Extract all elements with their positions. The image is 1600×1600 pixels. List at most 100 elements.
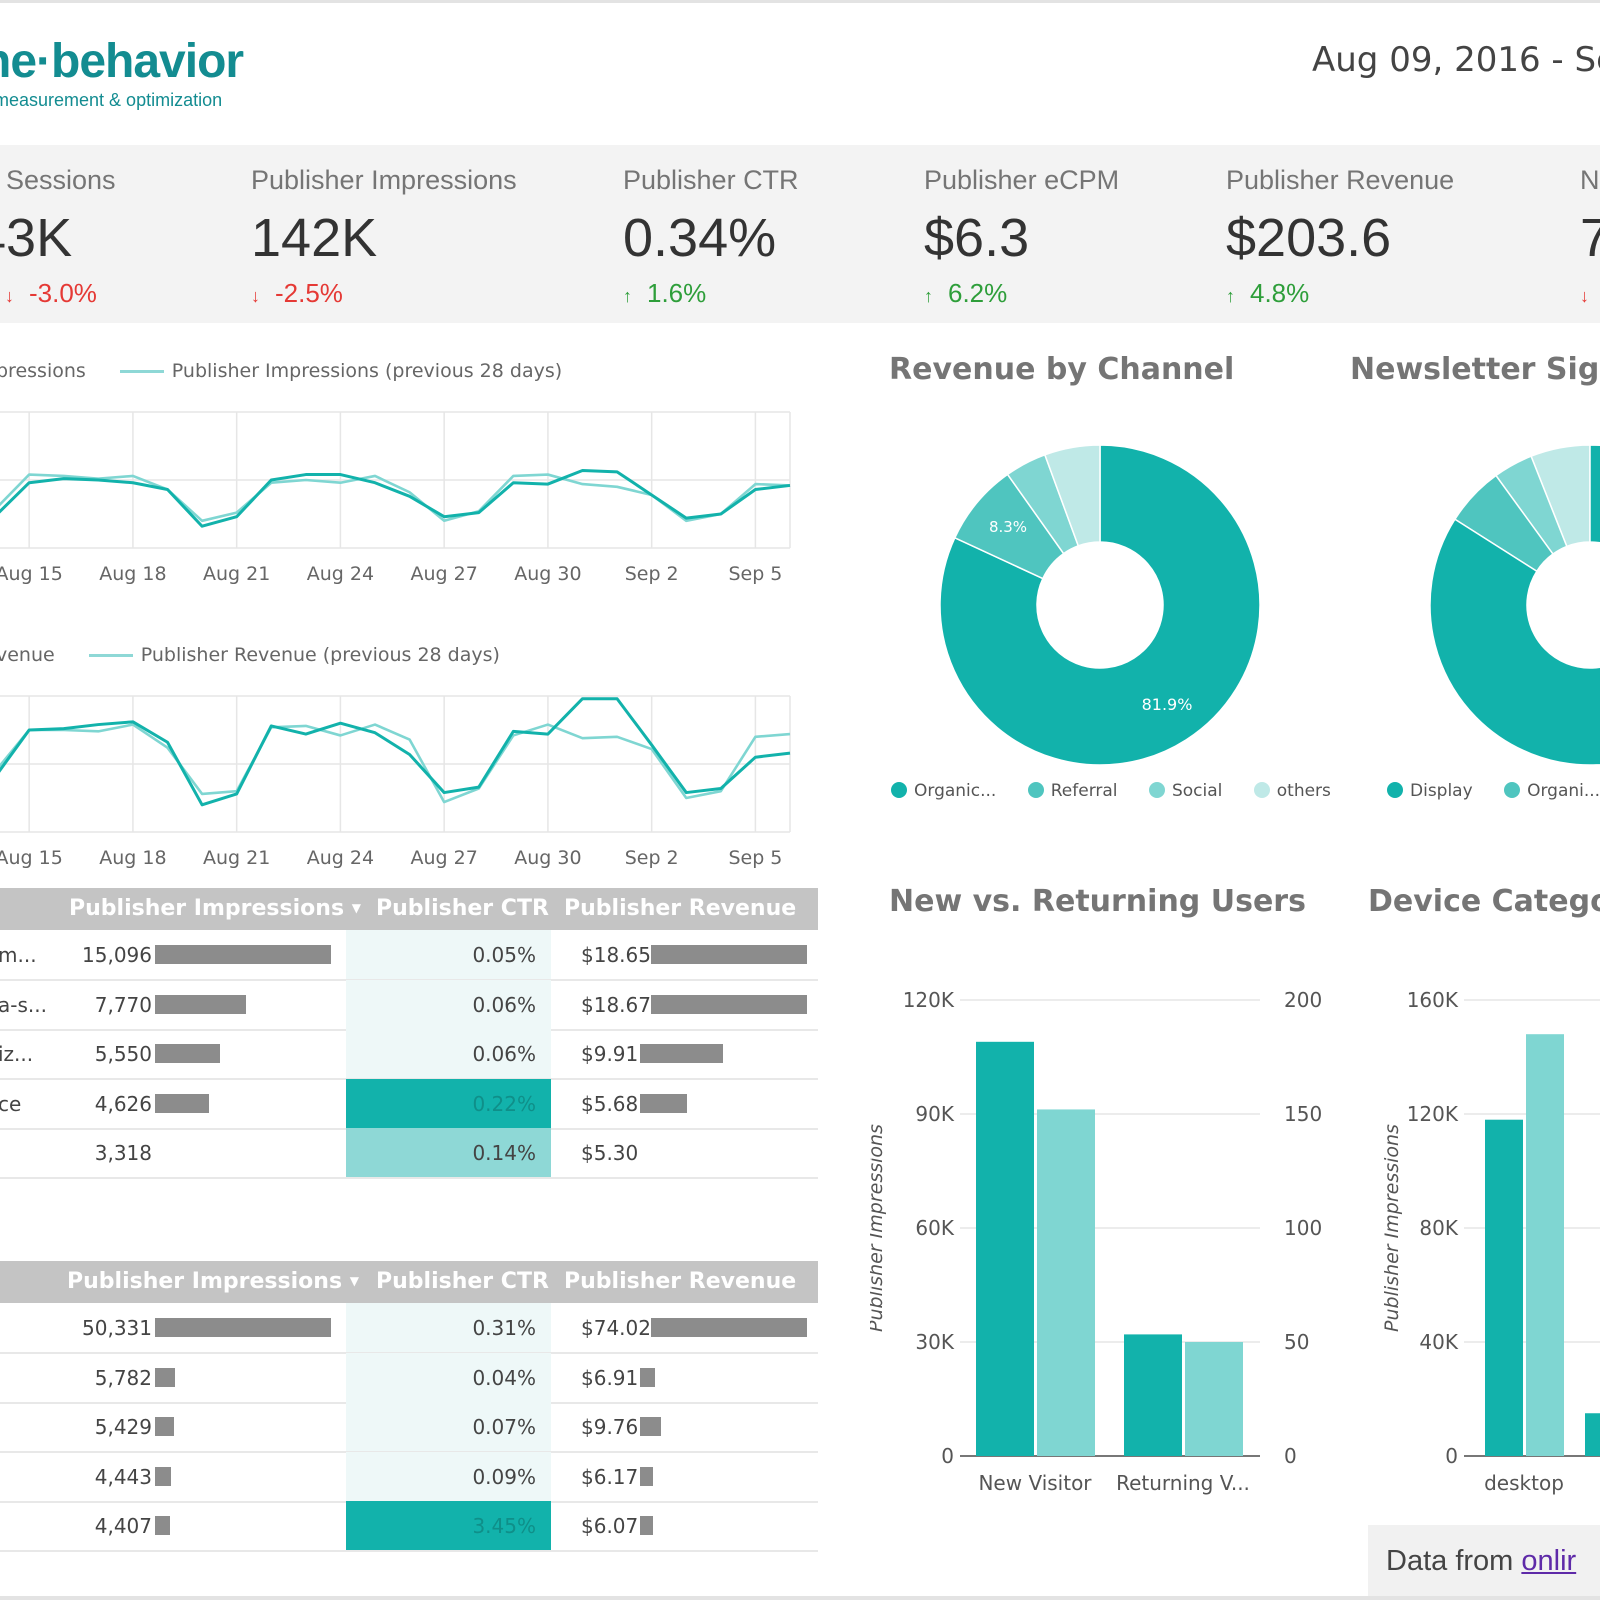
- column-header-impressions[interactable]: Publisher Impressions ▼: [67, 1269, 359, 1294]
- impressions-bar: [155, 945, 331, 964]
- impressions-bar: [155, 1367, 176, 1387]
- footer-text: Data from onlir: [1386, 1545, 1577, 1577]
- bar-primary[interactable]: [1585, 1413, 1600, 1456]
- donut-slice[interactable]: [1043, 444, 1101, 547]
- ctr-heat-cell: [346, 1451, 551, 1501]
- table-row[interactable]: m... 15,096 0.05% $18.65: [0, 930, 818, 981]
- column-header-ctr[interactable]: Publisher CTR: [376, 1269, 549, 1294]
- table-header: Publisher Impressions ▼ Publisher CTR Pu…: [0, 1261, 818, 1303]
- impressions-value: 5,429: [94, 1415, 152, 1439]
- column-header-ctr[interactable]: Publisher CTR: [376, 896, 549, 921]
- arrow-down-icon: ↓: [1580, 286, 1589, 306]
- kpi-label: Publisher CTR: [623, 165, 799, 195]
- impressions-value: 50,331: [82, 1316, 152, 1340]
- bar-primary[interactable]: [976, 1041, 1034, 1456]
- new-vs-returning-bar-chart: 120K 90K 60K 30K 0 200 150 100 50 0 Publisher Impr…: [870, 988, 1322, 1495]
- table-row[interactable]: 5,429 0.07% $9.76: [0, 1402, 818, 1453]
- brand-logo: ne·behavior: [0, 35, 244, 88]
- revenue-bar: [651, 1318, 807, 1337]
- impressions-value: 7,770: [94, 992, 152, 1017]
- kpi-label: N: [1580, 165, 1600, 195]
- bar-secondary[interactable]: [1185, 1342, 1243, 1456]
- x-tick-label: Sep 5: [728, 563, 782, 585]
- ctr-value: 0.31%: [472, 1316, 536, 1340]
- table-row[interactable]: 4,407 3.45% $6.07: [0, 1501, 818, 1552]
- y-tick-label: 120K: [1407, 1102, 1459, 1126]
- slice-label: 8.3%: [989, 518, 1027, 536]
- arrow-down-icon: ↓: [251, 286, 260, 306]
- ctr-heat-cell: [346, 930, 551, 979]
- legend-dot-icon: [1387, 782, 1403, 798]
- kpi-scorecards: Sessions 43K ↓-3.0% Publisher Impression…: [0, 145, 1600, 323]
- revenue-bar: [640, 1093, 688, 1113]
- x-tick-label: Returning V...: [1116, 1471, 1250, 1495]
- legend-item: Social: [1148, 781, 1222, 801]
- kpi-value: $6.3: [924, 208, 1030, 268]
- sort-desc-icon[interactable]: ▼: [351, 901, 361, 915]
- kpi-delta: ↓ -3.0%: [5, 278, 97, 308]
- y-axis-label: Publisher Impressions: [870, 1124, 887, 1332]
- kpi-value: $203.6: [1226, 208, 1392, 268]
- revenue-by-channel-legend: Organic... Referral Social others: [891, 781, 1331, 801]
- table-row[interactable]: a-s... 7,770 0.06% $18.67: [0, 979, 818, 1031]
- newsletter-signups-donut: [1429, 444, 1600, 766]
- legend-previous: Publisher Impressions (previous 28 days): [171, 360, 563, 382]
- column-header-revenue[interactable]: Publisher Revenue: [564, 896, 797, 921]
- impressions-value: 5,782: [94, 1365, 152, 1390]
- sort-desc-icon[interactable]: ▼: [349, 1274, 359, 1288]
- row-label: ce: [0, 1091, 22, 1116]
- table-row[interactable]: ce 4,626 0.22% $5.68: [0, 1078, 818, 1130]
- revenue-value: $9.76: [581, 1415, 639, 1439]
- bar-secondary[interactable]: [1526, 1034, 1564, 1456]
- x-tick-label: Aug 21: [203, 847, 270, 869]
- bar-secondary[interactable]: [1037, 1109, 1095, 1456]
- table-header: Publisher Impressions ▼ Publisher CTR Pu…: [0, 888, 818, 930]
- x-tick-label: Aug 30: [514, 563, 581, 585]
- column-header-revenue[interactable]: Publisher Revenue: [564, 1269, 797, 1294]
- table-row[interactable]: 50,331 0.31% $74.02: [0, 1303, 818, 1354]
- kpi-delta: ↓: [1580, 278, 1600, 309]
- arrow-down-icon: ↓: [5, 286, 14, 306]
- revenue-by-channel-title: Revenue by Channel: [889, 352, 1235, 387]
- legend-dot-icon: [1148, 782, 1165, 798]
- kpi-delta: ↓ -2.5%: [251, 278, 343, 308]
- column-header-impressions[interactable]: Publisher Impressions ▼: [69, 896, 361, 921]
- device-category-bar-chart: 160K 120K 80K 40K 0 Publisher Impressions desk…: [1381, 988, 1600, 1495]
- y2-tick-label: 150: [1284, 1102, 1322, 1126]
- legend-dot-icon: [1253, 782, 1270, 798]
- ctr-value: 3.45%: [472, 1514, 536, 1538]
- kpi-value: 142K: [251, 208, 378, 268]
- x-tick-label: Aug 27: [411, 563, 478, 585]
- table-row[interactable]: 5,782 0.04% $6.91: [0, 1352, 818, 1404]
- ctr-heat-cell: [346, 1501, 551, 1550]
- top-border: [0, 0, 1600, 3]
- table-top-sources: Publisher Impressions ▼ Publisher CTR Pu…: [0, 1261, 818, 1561]
- table-row[interactable]: iz... 5,550 0.06% $9.91: [0, 1029, 818, 1080]
- impressions-bar: [155, 1417, 174, 1436]
- donut-slice[interactable]: [1453, 474, 1555, 573]
- legend-swatch: [119, 370, 164, 373]
- donut-slice[interactable]: [1429, 444, 1600, 766]
- revenue-value: $18.65: [581, 943, 651, 967]
- bar-primary[interactable]: [1485, 1119, 1523, 1456]
- ctr-heat-cell: [346, 1303, 551, 1352]
- donut-slice[interactable]: [939, 444, 1261, 766]
- impressions-value: 15,096: [82, 943, 152, 967]
- y-tick-label: 40K: [1419, 1330, 1458, 1354]
- legend-item: Referral: [1027, 781, 1118, 801]
- date-range-selector[interactable]: Aug 09, 2016 - Se: [1312, 40, 1600, 80]
- legend-current: venue: [0, 644, 55, 666]
- legend-previous: Publisher Revenue (previous 28 days): [140, 644, 500, 666]
- y2-tick-label: 0: [1284, 1444, 1297, 1468]
- table-row[interactable]: 4,443 0.09% $6.17: [0, 1451, 818, 1503]
- row-label: m...: [0, 943, 37, 967]
- table-row[interactable]: 3,318 0.14% $5.30: [0, 1128, 818, 1179]
- donut-slice[interactable]: [1494, 455, 1568, 556]
- y-tick-label: 160K: [1407, 988, 1459, 1012]
- ctr-value: 0.04%: [472, 1365, 536, 1390]
- revenue-bar: [640, 1367, 655, 1387]
- data-source-link[interactable]: onlir: [1521, 1545, 1577, 1577]
- legend-item: Organic...: [891, 781, 996, 801]
- bar-primary[interactable]: [1124, 1334, 1182, 1456]
- table-top-pages: Publisher Impressions ▼ Publisher CTR Pu…: [0, 888, 818, 1179]
